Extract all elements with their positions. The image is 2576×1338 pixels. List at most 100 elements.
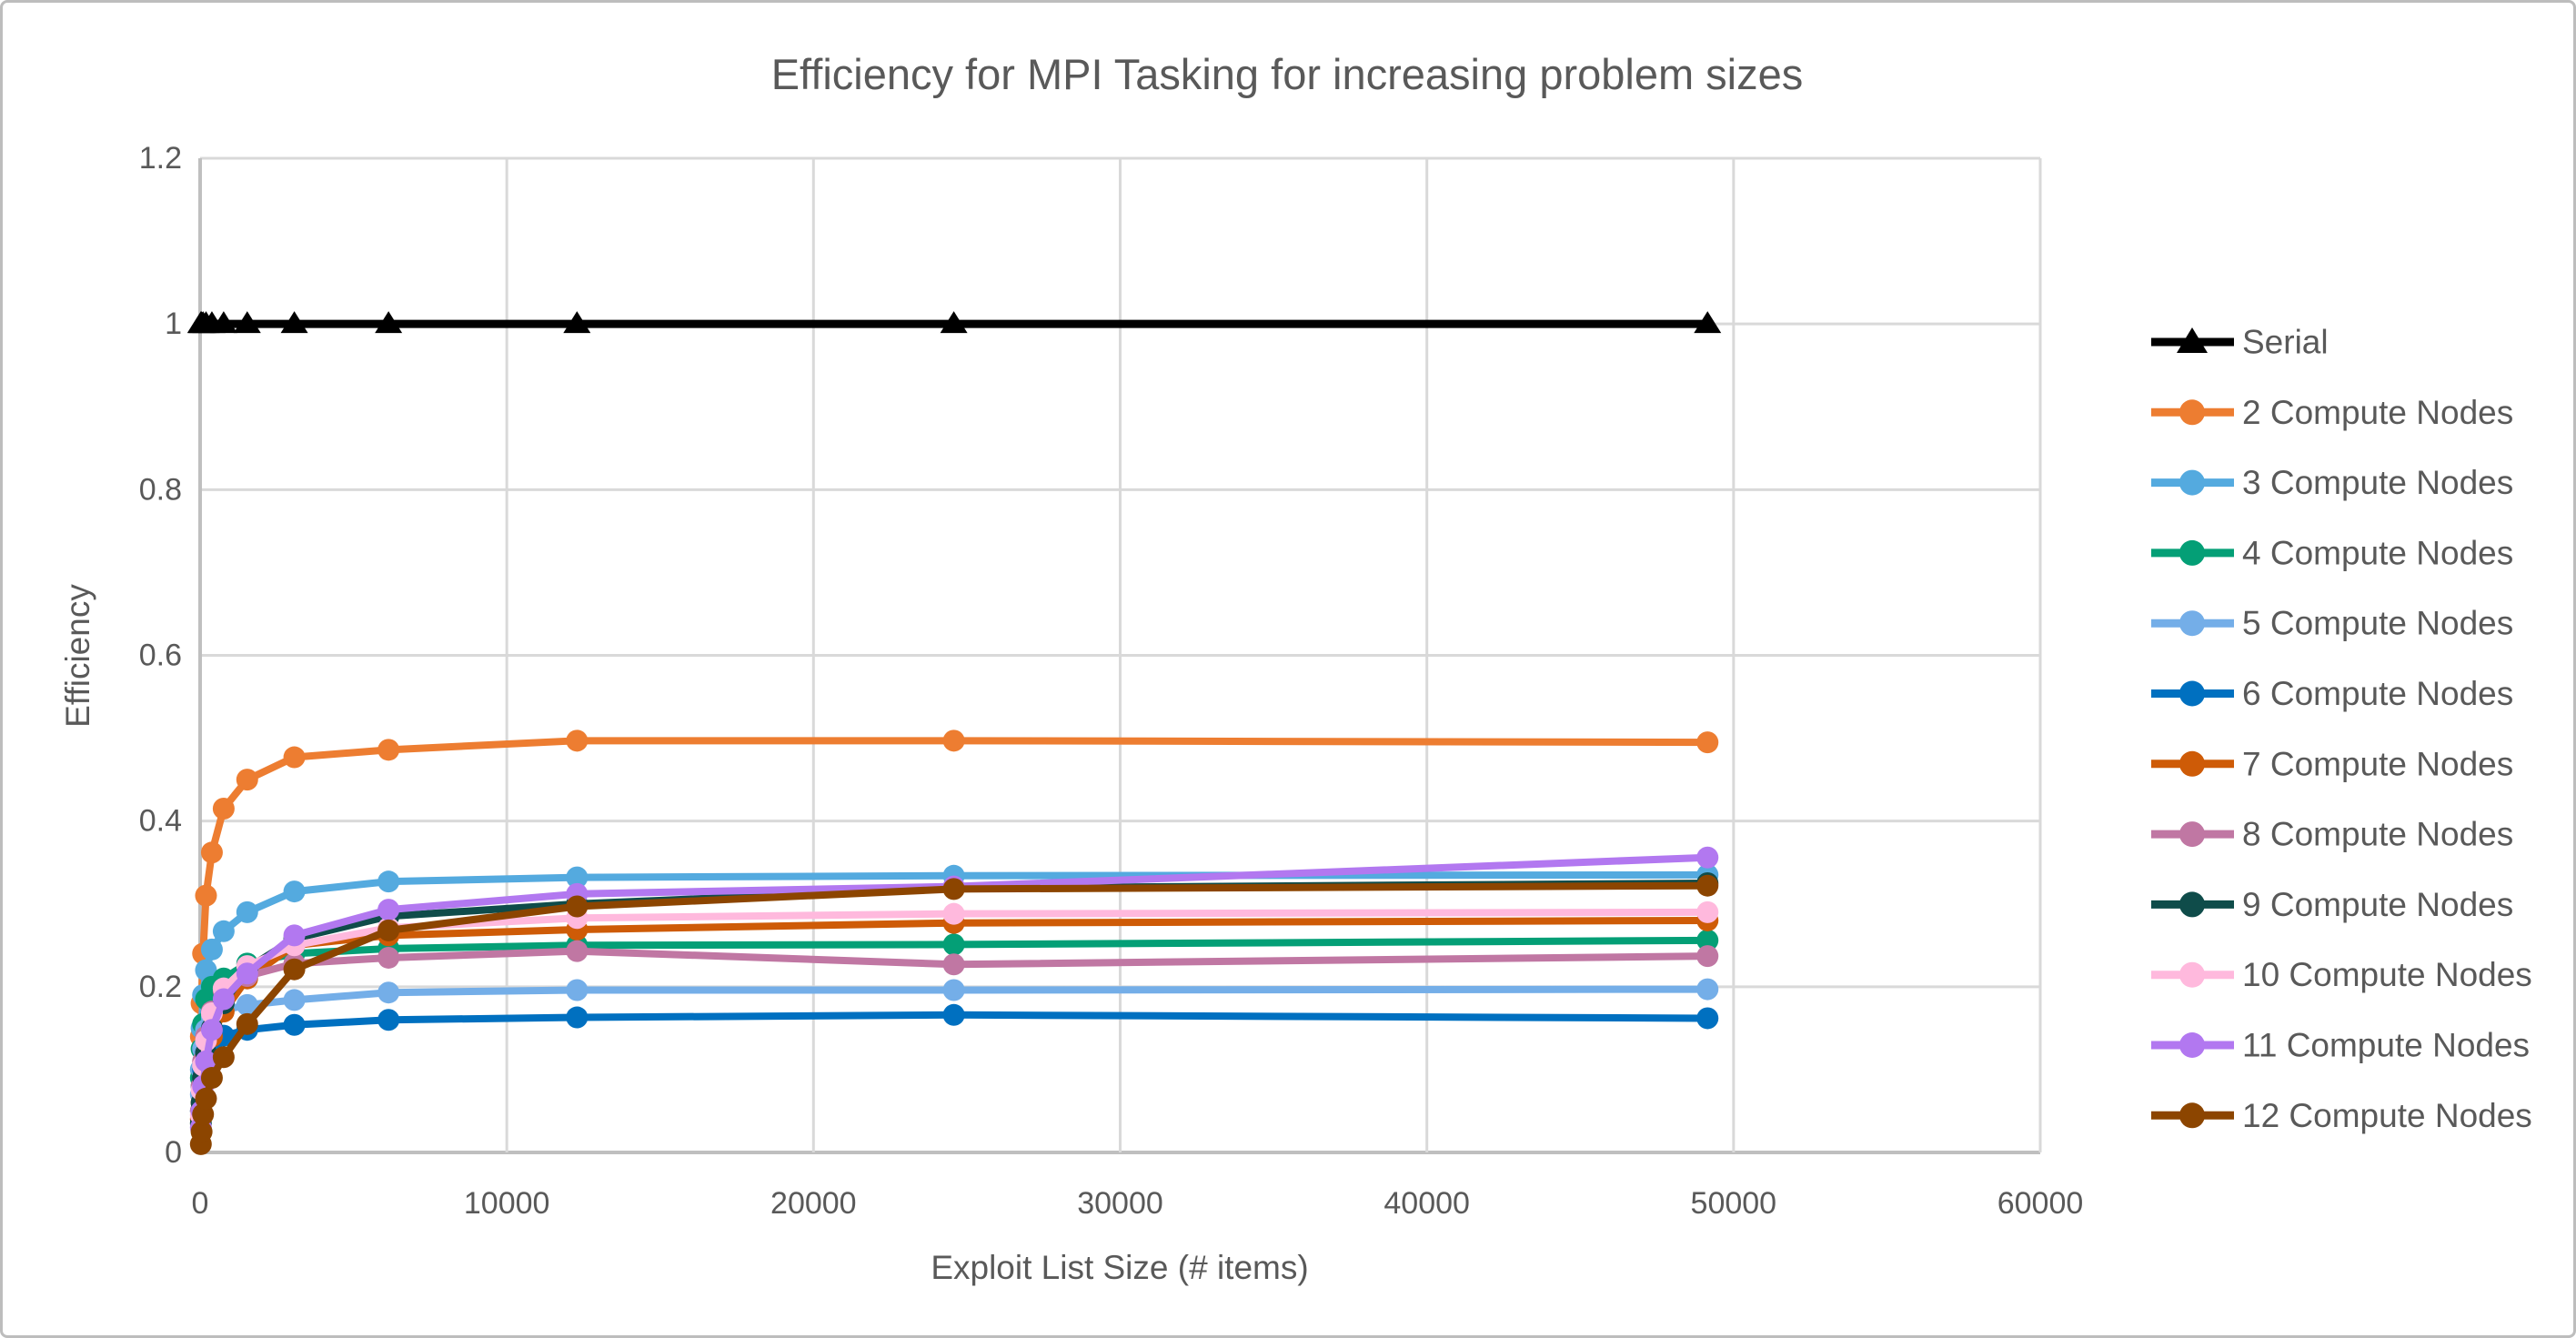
legend-label: 2 Compute Nodes xyxy=(2242,394,2513,431)
data-point-marker xyxy=(566,979,589,1001)
legend-item-8-compute-nodes: 8 Compute Nodes xyxy=(2151,816,2513,853)
data-point-marker xyxy=(1696,1007,1719,1030)
legend-item-2-compute-nodes: 2 Compute Nodes xyxy=(2151,394,2513,431)
legend-marker xyxy=(2179,469,2205,496)
x-tick-label: 30000 xyxy=(1077,1186,1163,1221)
data-point-marker xyxy=(566,729,589,752)
legend-label: 12 Compute Nodes xyxy=(2242,1097,2532,1134)
data-point-marker xyxy=(283,880,306,903)
data-point-marker xyxy=(377,946,400,969)
data-point-marker xyxy=(1694,311,1722,334)
legend-marker xyxy=(2179,610,2205,637)
series-5-compute-nodes xyxy=(189,978,1719,1106)
data-point-marker xyxy=(377,899,400,921)
legend-label: 8 Compute Nodes xyxy=(2242,816,2513,853)
legend-marker xyxy=(2179,891,2205,918)
legend-label: 10 Compute Nodes xyxy=(2242,956,2532,993)
data-point-marker xyxy=(195,1087,217,1110)
legend-marker xyxy=(2179,961,2205,988)
series-12-compute-nodes xyxy=(189,874,1719,1155)
data-point-marker xyxy=(283,989,306,1011)
legend-marker xyxy=(2179,1102,2205,1129)
legend-item-6-compute-nodes: 6 Compute Nodes xyxy=(2151,675,2513,712)
legend-marker xyxy=(2179,1032,2205,1058)
data-point-marker xyxy=(209,311,237,334)
data-point-marker xyxy=(195,959,217,981)
data-point-marker xyxy=(283,746,306,769)
legend-marker xyxy=(2179,750,2205,777)
data-point-marker xyxy=(1696,874,1719,897)
legend-item-10-compute-nodes: 10 Compute Nodes xyxy=(2151,956,2532,993)
data-point-marker xyxy=(566,895,589,918)
data-point-marker xyxy=(283,958,306,981)
legend-item-4-compute-nodes: 4 Compute Nodes xyxy=(2151,534,2513,571)
data-point-marker xyxy=(566,866,589,889)
legend-marker xyxy=(2179,821,2205,848)
legend-item-11-compute-nodes: 11 Compute Nodes xyxy=(2151,1027,2530,1064)
data-point-marker xyxy=(377,870,400,893)
data-point-marker xyxy=(377,1009,400,1031)
legend-item-3-compute-nodes: 3 Compute Nodes xyxy=(2151,464,2513,501)
data-point-marker xyxy=(200,938,223,961)
efficiency-chart: 0 0.2 0.4 0.6 0.8 1 1.2 0 10000 20000 30000 40000 50… xyxy=(59,50,2532,1286)
y-tick-label: 1 xyxy=(165,307,182,341)
series-lines xyxy=(186,311,1722,1155)
legend-marker xyxy=(2179,539,2205,566)
data-point-marker xyxy=(377,739,400,761)
data-point-marker xyxy=(377,919,400,941)
data-point-marker xyxy=(236,962,258,985)
data-point-marker xyxy=(1696,731,1719,754)
data-point-marker xyxy=(283,924,306,947)
y-tick-label: 0.6 xyxy=(139,639,182,673)
legend-label: 7 Compute Nodes xyxy=(2242,745,2513,782)
series-8-compute-nodes xyxy=(189,940,1719,1122)
y-tick-label: 1.2 xyxy=(139,141,182,176)
data-point-marker xyxy=(212,1046,235,1069)
x-tick-label: 40000 xyxy=(1384,1186,1470,1221)
series-serial xyxy=(186,311,1722,334)
legend-item-5-compute-nodes: 5 Compute Nodes xyxy=(2151,605,2513,642)
data-point-marker xyxy=(236,769,258,791)
data-point-marker xyxy=(375,311,403,334)
data-point-marker xyxy=(1696,929,1719,951)
legend-label: 6 Compute Nodes xyxy=(2242,675,2513,712)
legend-item-12-compute-nodes: 12 Compute Nodes xyxy=(2151,1097,2532,1134)
data-point-marker xyxy=(1696,900,1719,923)
data-point-marker xyxy=(563,311,591,334)
data-point-marker xyxy=(566,1006,589,1029)
legend-item-7-compute-nodes: 7 Compute Nodes xyxy=(2151,745,2513,782)
y-tick-label: 0.8 xyxy=(139,472,182,507)
data-point-marker xyxy=(942,1003,965,1026)
data-point-marker xyxy=(942,878,965,900)
legend-label: 11 Compute Nodes xyxy=(2242,1027,2530,1064)
x-tick-label: 10000 xyxy=(464,1186,550,1221)
data-point-marker xyxy=(1696,945,1719,968)
gridlines xyxy=(198,156,2042,1154)
data-point-marker xyxy=(1696,978,1719,1001)
data-point-marker xyxy=(377,981,400,1004)
legend-marker xyxy=(2177,327,2208,353)
x-tick-label: 50000 xyxy=(1691,1186,1777,1221)
legend: Serial 2 Compute Nodes 3 Compute Nodes 4 Co… xyxy=(2151,324,2532,1134)
data-point-marker xyxy=(942,902,965,925)
legend-marker xyxy=(2179,680,2205,707)
data-point-marker xyxy=(195,1050,217,1072)
data-point-marker xyxy=(1696,846,1719,869)
data-point-marker xyxy=(566,940,589,962)
legend-label: 5 Compute Nodes xyxy=(2242,605,2513,642)
data-point-marker xyxy=(200,841,223,864)
data-point-marker xyxy=(233,311,261,334)
y-tick-label: 0.4 xyxy=(139,804,182,839)
data-point-marker xyxy=(236,900,258,923)
legend-label: 3 Compute Nodes xyxy=(2242,464,2513,501)
data-point-marker xyxy=(236,1012,258,1035)
data-point-marker xyxy=(942,729,965,752)
data-point-marker xyxy=(283,1013,306,1036)
y-axis-title: Efficiency xyxy=(59,584,96,728)
legend-label: Serial xyxy=(2242,324,2329,361)
data-point-marker xyxy=(280,311,308,334)
series-line xyxy=(196,1011,1712,1115)
data-point-marker xyxy=(942,933,965,956)
data-point-marker xyxy=(212,988,235,1011)
